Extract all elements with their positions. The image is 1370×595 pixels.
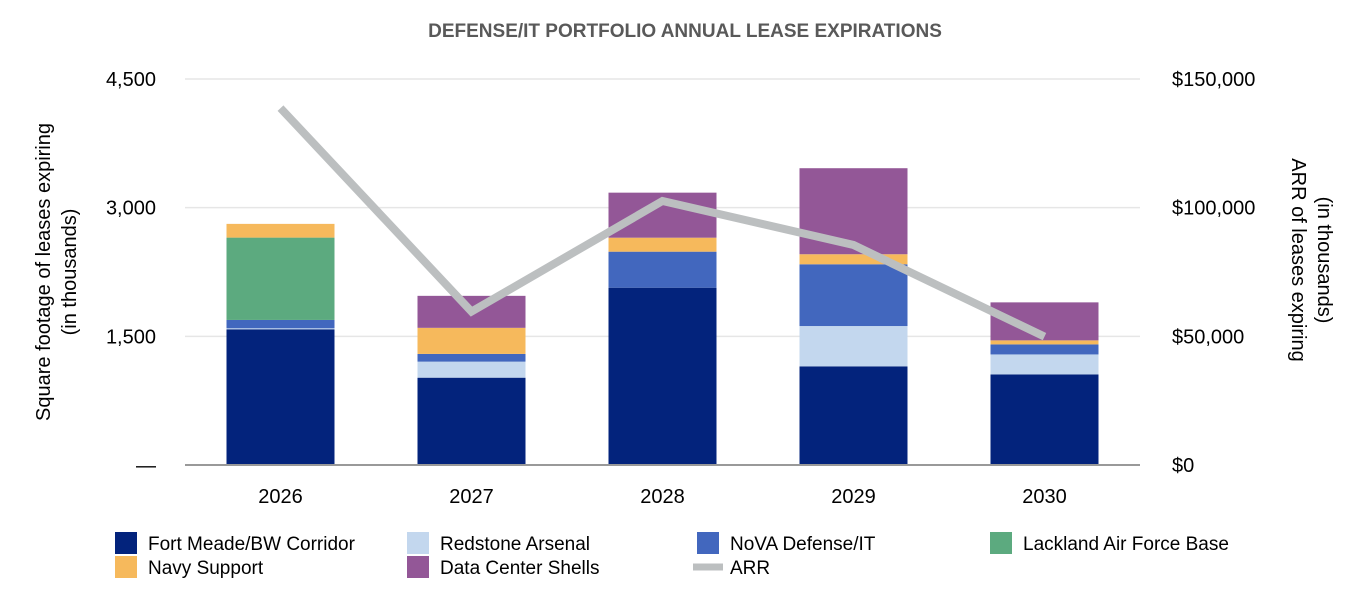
x-tick-label: 2026 (258, 486, 303, 508)
y-axis-label-line1: Square footage of leases expiring (33, 123, 55, 421)
bar-segment (799, 264, 908, 327)
y-tick-label: 3,000 (106, 198, 156, 220)
legend-item: Data Center Shells (407, 556, 599, 579)
legend-label: Redstone Arsenal (440, 534, 590, 555)
bar-segment (608, 237, 717, 252)
y2-tick-label: $150,000 (1172, 69, 1255, 91)
bar-segment (990, 354, 1099, 375)
bar-segment (990, 344, 1099, 355)
legend-label: Navy Support (148, 558, 264, 579)
legend-swatch (697, 532, 719, 554)
y2-tick-label: $50,000 (1172, 326, 1244, 348)
legend-item: Lackland Air Force Base (990, 532, 1229, 555)
y-tick-label: 1,500 (106, 326, 156, 348)
legend-item: Fort Meade/BW Corridor (115, 532, 356, 555)
bar-segment (608, 251, 717, 288)
legend-item: Navy Support (115, 556, 264, 579)
y2-axis-label-line1: ARR of leases expiring (1287, 158, 1309, 361)
bar-segment (799, 326, 908, 367)
bar-segment (990, 374, 1099, 465)
y-axis-label-line2: (in thousands) (59, 209, 81, 336)
legend-label: NoVA Defense/IT (730, 534, 876, 555)
legend-item: Redstone Arsenal (407, 532, 590, 555)
bar-segment (417, 377, 526, 465)
legend-label: Fort Meade/BW Corridor (148, 534, 356, 555)
x-tick-label: 2028 (640, 486, 685, 508)
bar-segment (417, 353, 526, 362)
y-tick-label: — (136, 455, 156, 477)
bar-segment (226, 319, 335, 329)
x-tick-label: 2030 (1022, 486, 1067, 508)
bar-segment (417, 361, 526, 378)
legend-item: ARR (693, 558, 770, 579)
arr-line (277, 105, 1047, 341)
legend-swatch (990, 532, 1012, 554)
legend-swatch (115, 556, 137, 578)
y2-tick-label: $0 (1172, 455, 1194, 477)
bar-segment (226, 237, 335, 320)
y2-axis-label-line2: (in thousands) (1313, 197, 1335, 324)
legend-label: Data Center Shells (440, 558, 599, 579)
bar-segment (226, 223, 335, 238)
bar-segment (226, 329, 335, 465)
x-tick-label: 2029 (831, 486, 876, 508)
legend-swatch (115, 532, 137, 554)
bar-segment (990, 340, 1099, 345)
legend-swatch (407, 556, 429, 578)
legend-item: NoVA Defense/IT (697, 532, 876, 555)
y2-tick-label: $100,000 (1172, 198, 1255, 220)
bar-segment (608, 287, 717, 465)
legend-label: Lackland Air Force Base (1023, 534, 1229, 555)
bar-segment (799, 366, 908, 465)
x-tick-label: 2027 (449, 486, 494, 508)
legend-label: ARR (730, 558, 770, 579)
bar-segment (417, 327, 526, 354)
bar-segment (226, 328, 335, 330)
chart-title: DEFENSE/IT PORTFOLIO ANNUAL LEASE EXPIRA… (428, 21, 942, 42)
y-tick-label: 4,500 (106, 69, 156, 91)
bar-segment (799, 254, 908, 265)
legend-swatch (407, 532, 429, 554)
